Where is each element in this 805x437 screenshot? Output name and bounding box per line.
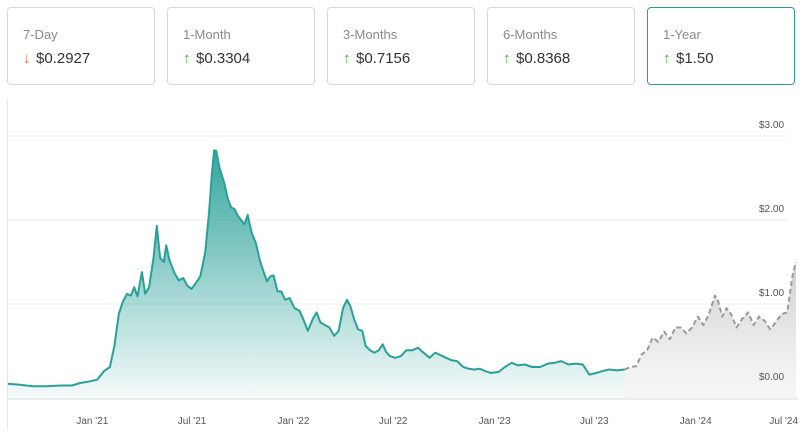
card-value: $0.2927 [36,50,91,67]
x-tick-label: Jan '21 [76,416,108,427]
card-label: 7-Day [23,27,58,42]
trend-arrow-icon: ↓ [23,50,31,67]
x-tick-label: Jan '24 [680,416,712,427]
historical-price-line [7,149,625,388]
card-label: 1-Month [183,27,231,42]
price-chart: $0.00 $1.00 $2.00 $3.00 Jan '21 Jul '21 Jan '2… [7,100,805,430]
y-tick-label: $3.00 [759,120,784,131]
x-tick-label: Jul '23 [580,416,609,427]
forecast-area [624,262,796,399]
y-tick-label: $0.00 [759,372,784,383]
card-label: 3-Months [343,27,398,42]
card-label: 6-Months [503,27,558,42]
x-tick-label: Jan '22 [277,416,309,427]
card-1-month[interactable]: 1-Month ↑ $0.3304 [167,7,315,85]
card-value: $0.7156 [356,50,411,67]
card-3-months[interactable]: 3-Months ↑ $0.7156 [327,7,475,85]
x-tick-label: Jul '24 [769,416,798,427]
y-tick-label: $2.00 [759,204,784,215]
forecast-price-line [624,261,797,371]
card-value: $0.3304 [196,50,251,67]
card-6-months[interactable]: 6-Months ↑ $0.8368 [487,7,635,85]
card-value: $0.8368 [516,50,571,67]
card-1-year[interactable]: 1-Year ↑ $1.50 [647,7,795,85]
historical-area [8,150,625,399]
x-tick-label: Jan '23 [479,416,511,427]
card-value: $1.50 [676,50,714,67]
card-label: 1-Year [663,27,701,42]
y-tick-label: $1.00 [759,288,784,299]
x-tick-label: Jul '22 [379,416,408,427]
trend-arrow-icon: ↑ [183,50,191,67]
trend-arrow-icon: ↑ [663,50,671,67]
price-chart-svg: $0.00 $1.00 $2.00 $3.00 Jan '21 Jul '21 Jan '2… [7,120,798,427]
trend-arrow-icon: ↑ [503,50,511,67]
card-7-day[interactable]: 7-Day ↓ $0.2927 [7,7,155,85]
x-tick-label: Jul '21 [178,416,207,427]
trend-arrow-icon: ↑ [343,50,351,67]
period-cards: 7-Day ↓ $0.2927 1-Month ↑ $0.3304 3-Months… [7,7,798,87]
